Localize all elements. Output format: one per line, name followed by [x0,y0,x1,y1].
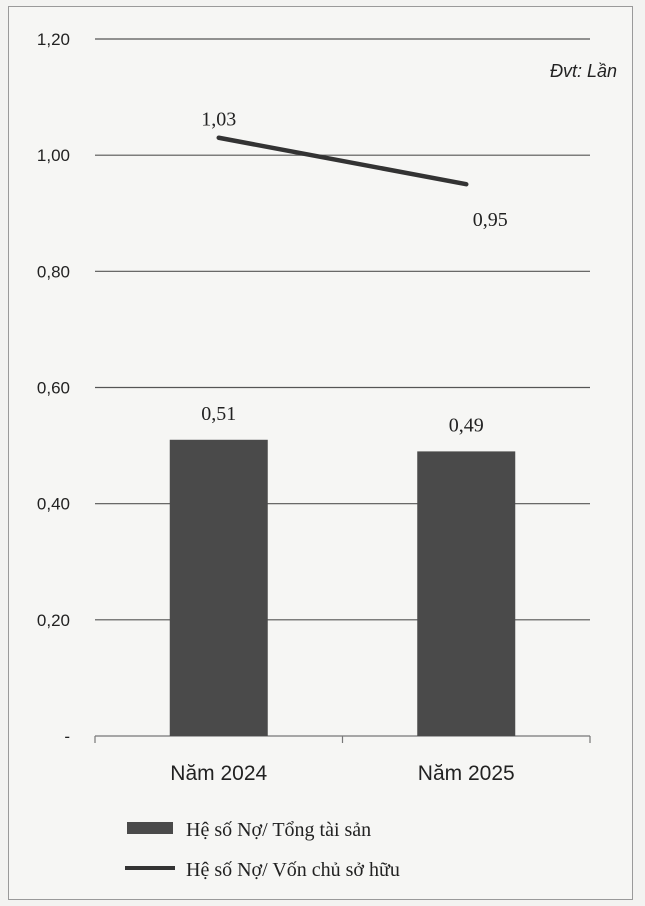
line-layer [216,135,469,187]
legend-swatch-bar [127,822,173,834]
y-tick-label: 0,80 [37,262,70,281]
bar-data-label: 0,51 [201,403,236,425]
legend-label: Hệ số Nợ/ Vốn chủ sở hữu [186,859,400,881]
y-tick-label: 1,00 [37,146,70,165]
y-tick-label: 0,60 [37,379,70,398]
bar-data-label: 0,49 [449,414,484,436]
label-layer: Năm 2024 Năm 2025 0,51 0,49 1,03 0,95 [170,109,514,785]
y-tick-label: - [64,727,70,746]
legend-label: Hệ số Nợ/ Tổng tài sản [186,819,371,841]
y-tick-label: 0,40 [37,495,70,514]
legend: Hệ số Nợ/ Tổng tài sản Hệ số Nợ/ Vốn chủ … [125,819,400,881]
y-tick-label: 0,20 [37,611,70,630]
unit-label: Đvt: Lần [550,61,617,81]
bar [169,439,268,736]
line-data-label: 0,95 [473,209,508,231]
x-category-label: Năm 2025 [418,762,515,785]
bar-layer [169,439,516,736]
x-category-label: Năm 2024 [170,762,267,785]
series-line [216,135,469,187]
bar [417,451,516,736]
y-tick-label: 1,20 [37,30,70,49]
line-data-label: 1,03 [201,109,236,131]
